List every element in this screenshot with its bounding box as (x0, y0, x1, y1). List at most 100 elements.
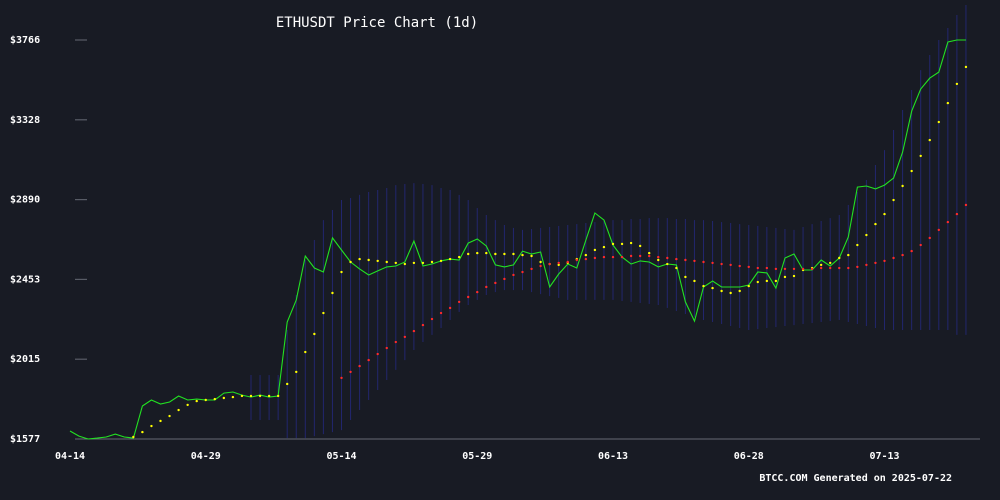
ma-dot (964, 65, 968, 69)
ma-dot (349, 260, 352, 264)
ma-dot (937, 228, 940, 232)
ma-dot (747, 265, 750, 269)
ma-dot (385, 346, 388, 350)
ma-dot (512, 273, 515, 277)
ma-dot (231, 395, 235, 399)
ma-dot (946, 220, 950, 224)
ma-dot (439, 259, 443, 263)
ma-dot (494, 281, 497, 285)
ma-dot (593, 256, 597, 260)
x-tick-label: 07-13 (869, 451, 899, 462)
y-tick-label: $2890 (10, 195, 40, 206)
x-tick-label: 04-14 (55, 451, 85, 462)
ma-dot (702, 284, 705, 288)
ma-dot (756, 280, 759, 284)
ma-dot (376, 352, 379, 356)
ma-dot (485, 285, 488, 289)
ma-dot (159, 419, 162, 423)
ma-dot (340, 376, 343, 380)
ma-dot (747, 284, 750, 288)
ma-dot (403, 262, 407, 266)
ma-dot (602, 255, 606, 259)
ma-dot (928, 236, 931, 240)
ma-dot (403, 335, 407, 339)
ma-dot (810, 267, 814, 271)
chart-title: ETHUSDT Price Chart (1d) (276, 15, 478, 31)
ma-dot (910, 169, 913, 173)
ma-dot (457, 300, 461, 304)
ma-dot (666, 256, 669, 260)
ma-dot (765, 266, 769, 270)
ma-dot (693, 279, 696, 283)
ma-dot (856, 265, 859, 269)
ma-dot (150, 424, 153, 428)
ma-dot (602, 245, 606, 249)
ma-dot (267, 394, 271, 398)
ma-dot (883, 259, 886, 263)
y-tick-label: $1577 (10, 434, 40, 445)
ma-dot (829, 261, 832, 265)
ma-dot (629, 241, 633, 245)
ma-dot (349, 370, 352, 374)
ma-dot (141, 430, 144, 434)
ma-dot (611, 242, 615, 246)
ma-dot (783, 267, 787, 271)
ma-dot (358, 257, 361, 261)
ma-dot (756, 266, 759, 270)
ma-dot (168, 414, 171, 418)
ma-dot (738, 289, 741, 293)
ma-dot (530, 267, 533, 271)
ma-dot (946, 101, 950, 105)
footer: BTCC.COM Generated on 2025-07-22 (759, 473, 952, 484)
ma-dot (883, 212, 886, 216)
ma-dot (620, 255, 624, 259)
ma-dot (819, 266, 823, 270)
y-tick-label: $3766 (10, 35, 40, 46)
ma-dot (593, 248, 597, 252)
ma-dot (774, 267, 778, 271)
ma-dot (575, 258, 578, 262)
ma-dot (539, 264, 542, 268)
ma-dot (910, 249, 913, 253)
ma-dot (258, 394, 262, 398)
ma-dot (892, 198, 895, 202)
ma-dot (874, 261, 877, 265)
ma-dot (240, 394, 244, 398)
ma-dot (901, 184, 904, 188)
ma-dot (476, 251, 479, 255)
ma-dot (720, 289, 723, 293)
ma-dot (177, 408, 180, 412)
x-tick-label: 05-29 (462, 451, 492, 462)
ma-dot (792, 267, 796, 271)
price-line (69, 39, 966, 440)
y-tick-label: $3328 (10, 115, 40, 126)
ma-dot (648, 251, 651, 255)
ma-dot (611, 255, 615, 259)
y-tick-label: $2453 (10, 274, 40, 285)
ma-dot (457, 255, 461, 259)
ma-dot (819, 263, 823, 267)
ma-dot (729, 291, 732, 295)
ma-dot (856, 243, 859, 247)
ma-dot (439, 311, 443, 315)
x-tick-label: 06-13 (598, 451, 628, 462)
ma-dot (684, 258, 687, 262)
ma-dot (838, 266, 841, 270)
ma-dot (213, 397, 216, 401)
ma-dot (204, 398, 207, 402)
ma-dot (865, 263, 868, 267)
ma-dot (448, 257, 452, 261)
ma-dot (711, 286, 714, 290)
ma-dot (874, 222, 877, 226)
ma-dot (702, 260, 705, 264)
ma-dot (485, 251, 488, 255)
ma-dot (801, 267, 805, 271)
ma-dot (521, 270, 524, 274)
ma-dot (430, 260, 434, 264)
ma-dot (412, 261, 416, 265)
ma-dot (693, 259, 696, 263)
ma-dot (675, 257, 678, 261)
ma-dot (847, 253, 850, 257)
ma-dot (412, 329, 416, 333)
ma-dot (548, 262, 551, 266)
